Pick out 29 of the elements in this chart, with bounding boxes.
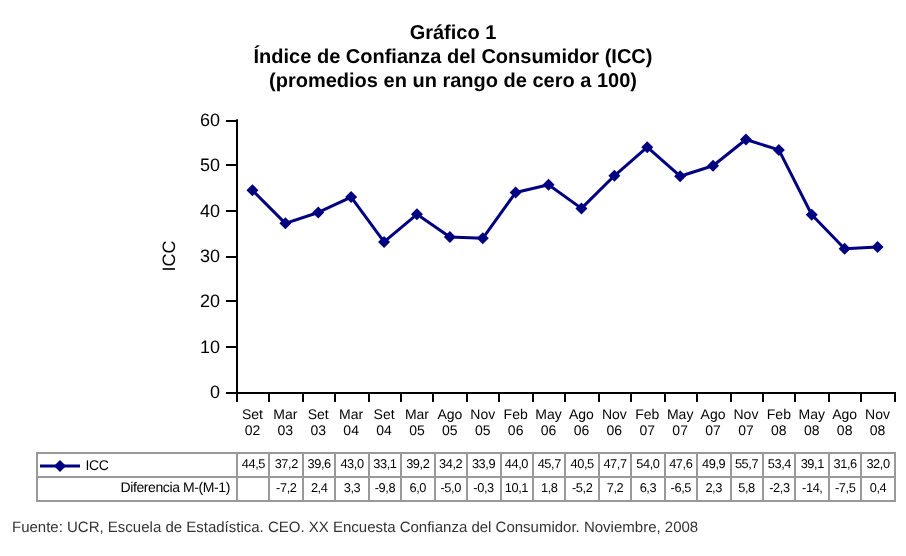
- point: [641, 141, 654, 154]
- y-tick-label: 30: [199, 246, 220, 266]
- point: [542, 178, 555, 191]
- point: [443, 230, 456, 243]
- point: [674, 170, 687, 183]
- point: [772, 143, 785, 156]
- y-tick-label: 60: [199, 110, 220, 130]
- point: [575, 202, 588, 215]
- point: [476, 232, 489, 245]
- point: [871, 240, 884, 253]
- point: [707, 159, 720, 172]
- y-tick-label: 0: [209, 382, 220, 402]
- point: [739, 133, 752, 146]
- point: [410, 208, 423, 221]
- point: [608, 169, 621, 182]
- point: [279, 217, 292, 230]
- y-axis-title: ICC: [159, 239, 180, 272]
- y-tick-label: 40: [199, 200, 220, 221]
- point: [312, 206, 325, 219]
- point: [246, 184, 259, 197]
- point: [838, 242, 851, 255]
- y-tick-label: 50: [199, 155, 220, 176]
- point: [345, 191, 358, 204]
- point: [509, 186, 522, 199]
- point: [805, 208, 818, 221]
- chart-title: Gráfico 1 Índice de Confianza del Consumidor (ICC) (promedios en un rango de cero a 100): [253, 23, 653, 93]
- y-tick-label: 10: [199, 336, 220, 357]
- y-tick-label: 20: [199, 291, 220, 312]
- point: [378, 235, 391, 248]
